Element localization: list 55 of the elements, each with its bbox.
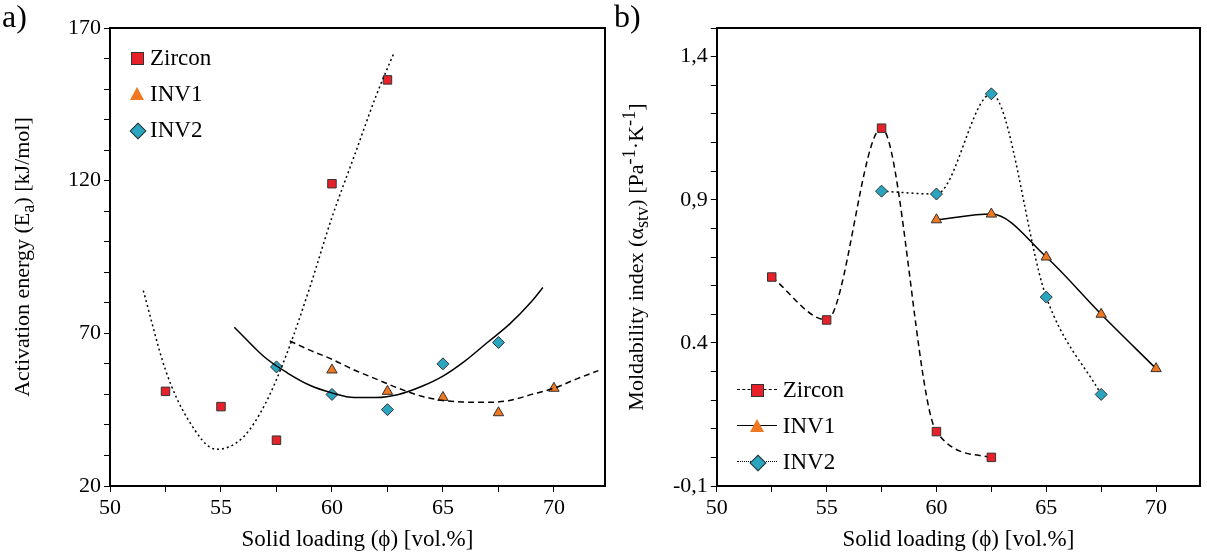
- x-tick-label: 60: [320, 493, 343, 519]
- y-tick-label: 20: [79, 471, 101, 497]
- point: [931, 426, 942, 437]
- legend-label: INV2: [150, 116, 203, 144]
- point: [1095, 307, 1107, 318]
- point: [437, 390, 449, 401]
- point: [436, 357, 450, 371]
- x-tick-label: 50: [99, 493, 121, 519]
- point: [1094, 387, 1108, 401]
- x-axis-title: Solid loading (ϕ) [vol.%]: [842, 526, 1075, 552]
- y-tick-label: 0,9: [680, 185, 708, 211]
- point: [821, 315, 832, 325]
- point: [326, 363, 338, 374]
- point: [985, 207, 998, 218]
- x-tick-label: 60: [925, 493, 948, 519]
- x-tick-label: 50: [705, 493, 728, 519]
- point: [1039, 290, 1053, 304]
- chart-title: a): [2, 0, 27, 35]
- x-tick-label: 65: [431, 493, 454, 519]
- point: [381, 384, 394, 395]
- y-tick-label: 170: [68, 13, 101, 39]
- y-tick-label: 70: [79, 319, 101, 345]
- point: [271, 435, 282, 445]
- point: [160, 386, 171, 397]
- legend-label: Zircon: [150, 44, 212, 72]
- point: [986, 452, 997, 463]
- point: [876, 123, 887, 133]
- legend-label: INV1: [782, 412, 836, 440]
- point: [1040, 250, 1052, 261]
- y-tick-label: 120: [68, 166, 101, 192]
- x-tick-label: 55: [815, 493, 838, 519]
- point: [930, 213, 943, 224]
- x-tick-label: 70: [542, 493, 565, 519]
- x-tick-label: 65: [1035, 493, 1058, 519]
- point: [327, 178, 337, 189]
- point: [875, 184, 889, 198]
- legend-label: INV2: [782, 448, 836, 476]
- legend-label: INV1: [150, 80, 203, 108]
- y-tick-label: 0.4: [680, 328, 708, 354]
- point: [216, 401, 226, 412]
- point: [929, 187, 943, 201]
- point: [766, 272, 777, 282]
- y-tick-label: 1,4: [680, 42, 708, 68]
- point: [382, 75, 393, 85]
- point: [984, 87, 998, 101]
- chart-title: b): [614, 0, 641, 35]
- point: [380, 403, 394, 417]
- point: [491, 335, 505, 349]
- point: [1150, 362, 1162, 373]
- x-tick-label: 55: [209, 493, 232, 519]
- legend-label: Zircon: [782, 376, 845, 404]
- x-tick-label: 70: [1145, 493, 1168, 519]
- x-axis-title: Solid loading (ϕ) [vol.%]: [241, 526, 474, 552]
- y-tick-label: -0,1: [673, 471, 708, 497]
- point: [492, 406, 505, 417]
